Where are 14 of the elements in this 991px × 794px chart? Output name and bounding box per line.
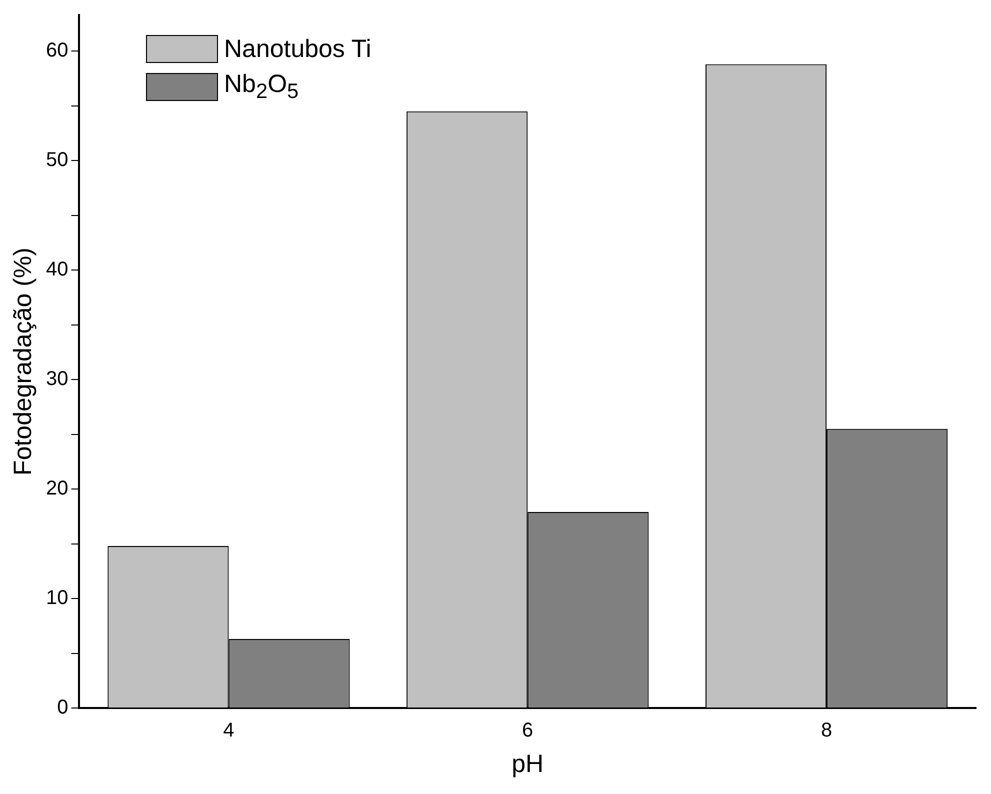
y-tick-label: 30 — [46, 368, 68, 390]
y-tick-label: 10 — [46, 587, 68, 610]
x-axis-title: pH — [512, 750, 544, 778]
legend-label: Nb$_{2}$O$_{5}$ — [224, 70, 299, 104]
y-tick-label: 50 — [46, 149, 68, 172]
y-tick-label: 40 — [46, 258, 68, 281]
y-axis-title: Fotodegradação (%) — [8, 248, 37, 476]
legend-label: Nanotubos Ti — [224, 34, 372, 64]
x-tick-label: 4 — [223, 720, 234, 742]
y-tick-label: 0 — [57, 696, 68, 719]
x-tick-label: 8 — [820, 720, 832, 742]
y-tick-label: 20 — [46, 478, 68, 500]
x-tick-label: 6 — [522, 720, 534, 742]
y-tick-label: 60 — [46, 40, 68, 62]
